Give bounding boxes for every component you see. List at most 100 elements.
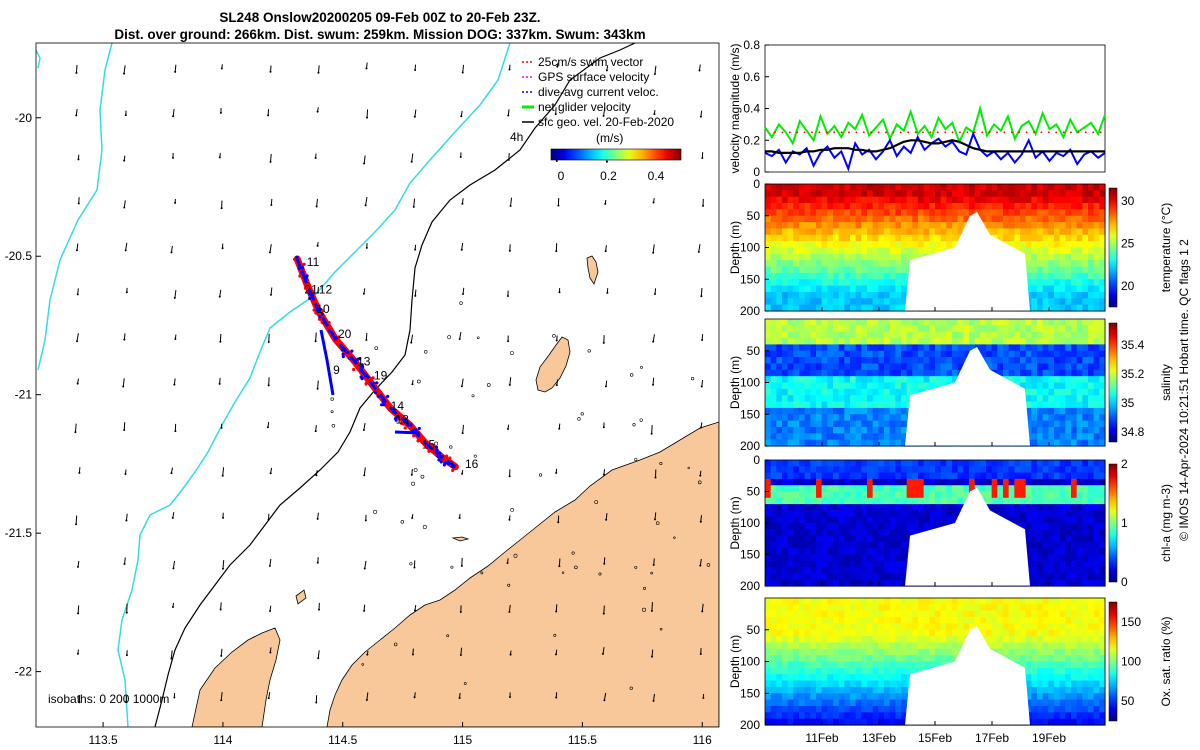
salinity-cell — [889, 344, 896, 352]
current-vector-head — [652, 340, 655, 343]
chlorophyll-cell — [799, 535, 806, 543]
temperature-cell — [861, 304, 868, 312]
temperature-cell — [787, 228, 794, 236]
salinity-cell — [855, 331, 862, 339]
chlorophyll-cell — [1054, 510, 1061, 518]
salinity-cell — [1037, 338, 1044, 345]
salinity-cell — [878, 414, 885, 422]
temperature-cell — [850, 253, 857, 261]
chlorophyll-cell — [895, 460, 902, 467]
salinity-cell — [912, 331, 919, 339]
salinity-cell — [1042, 407, 1049, 415]
current-vector-arrow — [125, 513, 128, 521]
salinity-cell — [940, 357, 947, 365]
salinity-cell — [1082, 357, 1089, 365]
salinity-cell — [850, 369, 857, 377]
temperature-cell — [946, 234, 953, 242]
chlorophyll-cell — [850, 560, 857, 568]
temperature-cell — [991, 184, 998, 191]
chlorophyll-cell — [940, 485, 947, 493]
chlorophyll-cell — [850, 529, 857, 537]
temperature-cell — [878, 279, 885, 287]
oxygen-cell — [793, 642, 800, 650]
chlorophyll-cell — [997, 497, 1004, 505]
current-vector-head — [602, 114, 605, 117]
current-vector-head — [461, 71, 464, 74]
oxygen-cell — [816, 610, 823, 618]
oxygen-cell — [867, 680, 874, 688]
chlorophyll-cell — [821, 510, 828, 518]
oxygen-cell — [878, 667, 885, 675]
temperature-cell — [838, 190, 845, 198]
temperature-cell — [793, 209, 800, 217]
salinity-cell — [765, 357, 772, 365]
salinity-cell — [901, 357, 908, 365]
salinity-cell — [906, 382, 913, 390]
chlorophyll-cell — [991, 485, 998, 493]
island-polygon — [586, 255, 599, 285]
salinity-cell — [884, 388, 891, 396]
temperature-cell — [1042, 228, 1049, 236]
temperature-cell — [838, 291, 845, 299]
oxygen-cell — [844, 598, 851, 605]
salinity-cell — [1025, 344, 1032, 352]
salinity-cell — [878, 344, 885, 352]
chlorophyll-cell — [1031, 478, 1038, 486]
salinity-cell — [1059, 420, 1066, 428]
oxygen-cell — [787, 648, 794, 656]
current-vector-arrow — [507, 109, 510, 116]
current-vector-arrow — [75, 64, 78, 73]
temperature-cell — [912, 222, 919, 230]
temperature-cell — [901, 298, 908, 306]
chlorophyll-cell — [804, 548, 811, 556]
current-vector-head — [702, 696, 705, 699]
salinity-cell — [997, 331, 1004, 339]
salinity-cell — [1031, 325, 1038, 333]
chlorophyll-cell — [855, 516, 862, 524]
salinity-cell — [895, 363, 902, 371]
temperature-cell — [918, 247, 925, 255]
chlorophyll-cell — [838, 579, 845, 587]
temperature-cell — [889, 234, 896, 242]
oxygen-cell — [804, 705, 811, 713]
salinity-cell — [787, 319, 794, 326]
temperature-cell — [1008, 215, 1015, 223]
current-vector-head — [363, 162, 366, 165]
temperature-cell — [1042, 203, 1049, 210]
temperature-cell — [850, 215, 857, 223]
temperature-cell — [940, 209, 947, 217]
temperature-cell — [787, 203, 794, 210]
oxygen-cell — [889, 674, 896, 682]
oxygen-cell — [901, 610, 908, 618]
temperature-cell — [1076, 298, 1083, 306]
chlorophyll-cell — [980, 491, 987, 499]
salinity-cell — [1059, 338, 1066, 345]
temperature-cell — [850, 304, 857, 312]
oxygen-cell — [901, 629, 908, 637]
chlorophyll-cell — [1014, 472, 1021, 480]
salinity-cell — [1048, 426, 1055, 434]
chlorophyll-cell — [1037, 504, 1044, 511]
temperature-cell — [804, 266, 811, 274]
current-vector-arrow — [123, 65, 126, 74]
oxygen-cell — [844, 667, 851, 675]
temperature-cell — [884, 209, 891, 217]
islet-marker — [373, 509, 378, 514]
chlorophyll-cell — [878, 529, 885, 537]
salinity-cell — [1088, 357, 1095, 365]
track-velocity-sample — [364, 381, 368, 386]
temperature-cell — [833, 209, 840, 217]
chlorophyll-cell — [867, 523, 874, 530]
temperature-cell — [974, 209, 981, 217]
temperature-cell — [799, 228, 806, 236]
current-vector-head — [269, 160, 272, 163]
salinity-cell — [855, 338, 862, 345]
chlorophyll-cell — [923, 485, 930, 493]
chlorophyll-cell — [935, 478, 942, 486]
salinity-cell — [1031, 388, 1038, 396]
chlorophyll-cell — [787, 529, 794, 537]
oxygen-cell — [912, 617, 919, 624]
chlorophyll-cell — [923, 504, 930, 511]
salinity-cell — [810, 350, 817, 358]
temperature-cell — [1059, 285, 1066, 293]
